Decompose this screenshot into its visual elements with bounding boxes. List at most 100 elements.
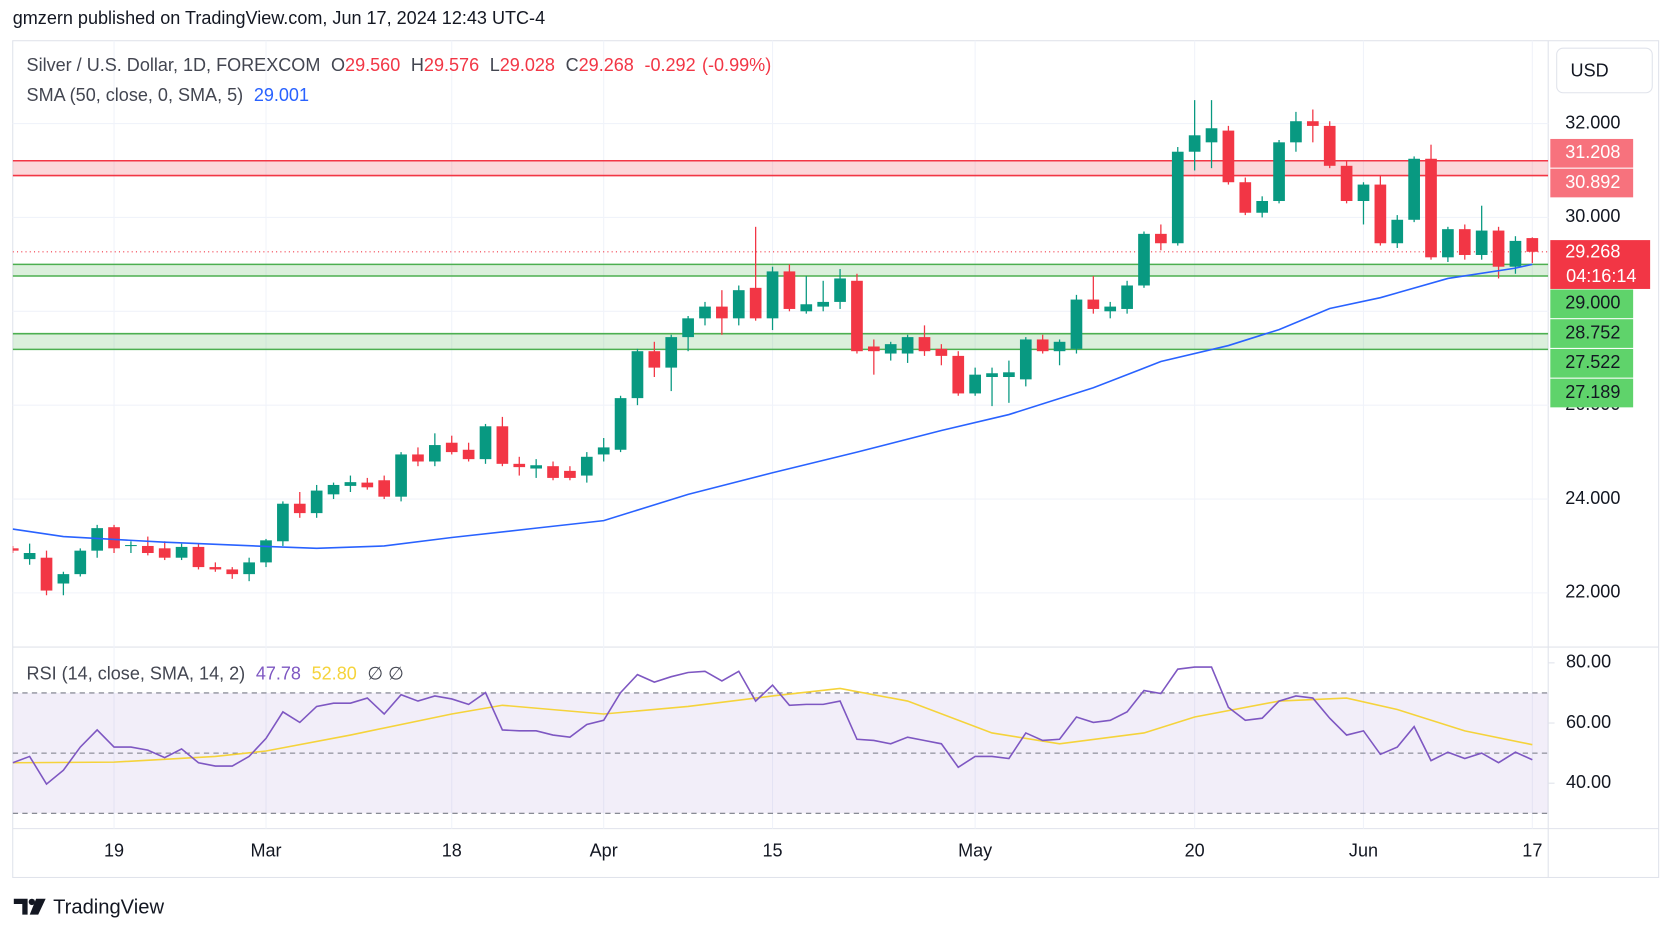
candle-body	[732, 290, 745, 319]
candle-body	[1509, 240, 1522, 267]
countdown: 04:16:14	[1566, 266, 1636, 286]
candle-body	[1391, 219, 1404, 244]
y-tick-label: 30.000	[1565, 206, 1620, 226]
candle-body	[1290, 121, 1302, 143]
candle-body	[969, 374, 981, 394]
candle-body	[935, 348, 948, 356]
candle-body	[429, 445, 441, 462]
candle-body	[445, 442, 458, 453]
change-pct: (-0.99%)	[702, 55, 771, 75]
candle-body	[192, 546, 205, 568]
x-tick-label: Jun	[1349, 841, 1378, 861]
candle-body	[57, 574, 70, 584]
candle-body	[648, 351, 661, 368]
candle-body	[158, 548, 171, 558]
candle-body	[1374, 184, 1387, 244]
zone-label: 27.189	[1565, 382, 1620, 402]
sma-value: 29.001	[254, 85, 309, 105]
zone-label-box	[1550, 319, 1634, 348]
zone	[12, 160, 1549, 176]
x-tick-label: 17	[1522, 841, 1542, 861]
candle-body	[1053, 341, 1066, 352]
candle-body	[209, 567, 222, 570]
candle-body	[344, 482, 357, 486]
candle-body	[834, 278, 846, 302]
candle-body	[277, 503, 289, 542]
candle-body	[1222, 130, 1235, 183]
candle-body	[530, 465, 542, 469]
ohlc-key: L	[490, 55, 500, 75]
candle-body	[1408, 158, 1420, 220]
candle-body	[1188, 135, 1201, 152]
ohlc-value: 29.028	[500, 55, 555, 75]
candle-body	[293, 503, 306, 514]
candle-body	[108, 527, 120, 549]
footer-logo: TradingView	[53, 897, 164, 919]
logo-mark	[29, 898, 46, 915]
candle-body	[395, 454, 407, 497]
candle-body	[1155, 233, 1167, 244]
candle-body	[412, 454, 424, 462]
sma-line	[12, 263, 1533, 550]
logo-mark	[28, 898, 36, 906]
rsi-ma-line	[12, 687, 1533, 764]
zone-label: 30.892	[1565, 172, 1620, 192]
candle-body	[462, 449, 475, 460]
price-pane	[12, 100, 1549, 596]
candle-body	[23, 553, 36, 560]
rsi-line	[12, 666, 1533, 786]
candle-body	[496, 426, 509, 464]
candle-body	[1121, 285, 1133, 309]
candle-body	[1458, 229, 1471, 255]
candle-body	[986, 373, 998, 378]
candle-body	[125, 545, 137, 547]
currency[interactable]: USD	[1571, 60, 1609, 80]
candle-body	[901, 337, 914, 354]
candle-body	[699, 306, 711, 319]
zone-label: 29.000	[1565, 293, 1620, 313]
candle-body	[631, 351, 644, 399]
candle-body	[12, 548, 19, 551]
candle-body	[1087, 299, 1100, 309]
candle-body	[1340, 165, 1353, 202]
ohlc-value: 29.268	[579, 55, 634, 75]
legend: SMA (50, close, 0, SMA, 5) 29.001	[27, 85, 309, 105]
zone-label-box	[1550, 138, 1634, 168]
candle-body	[867, 346, 880, 352]
candle-body	[226, 569, 239, 575]
grid	[12, 40, 1549, 829]
legend: Silver / U.S. Dollar, 1D, FOREXCOM O29.56…	[27, 55, 772, 75]
zone-label: 27.522	[1565, 352, 1620, 372]
candle-body	[1104, 306, 1117, 312]
candle-body	[310, 490, 323, 514]
x-tick-label: 20	[1185, 841, 1205, 861]
candle-body	[547, 466, 559, 478]
candle-body	[884, 344, 897, 354]
rsi-ma-value: 52.80	[312, 663, 357, 683]
ohlc-value: 29.560	[345, 55, 400, 75]
candle-body	[749, 287, 762, 319]
ohlc-key: C	[566, 55, 579, 75]
candle-body	[918, 337, 931, 352]
y-tick-label: 32.000	[1565, 112, 1620, 132]
candle-body	[580, 456, 593, 476]
x-tick-label: Apr	[590, 841, 618, 861]
candle-body	[1526, 238, 1539, 252]
candle-body	[1475, 230, 1488, 255]
candle-body	[175, 546, 188, 558]
header: gmzern published on TradingView.com, Jun…	[13, 8, 545, 28]
x-tick-label: 18	[442, 841, 462, 861]
x-tick-label: Mar	[250, 841, 281, 861]
rsi-tick-label: 80.00	[1566, 652, 1611, 672]
zone-label-box	[1550, 168, 1634, 198]
rsi-tick-label: 60.00	[1566, 712, 1611, 732]
candle-body	[665, 337, 678, 368]
candle-body	[1357, 184, 1370, 202]
currency-button[interactable]	[1556, 47, 1653, 94]
sma-title: SMA (50, close, 0, SMA, 5)	[27, 85, 244, 105]
candle-body	[1239, 182, 1252, 213]
ohlc-key: H	[411, 55, 424, 75]
candle-body	[1323, 125, 1336, 166]
change: -0.292	[644, 55, 695, 75]
candle-body	[513, 463, 526, 468]
